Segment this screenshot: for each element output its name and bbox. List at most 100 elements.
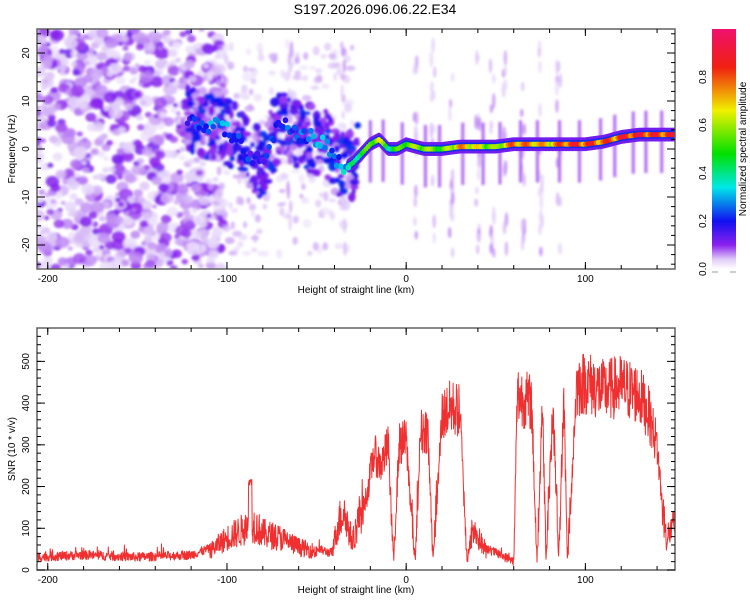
spectrogram-cell: [318, 192, 324, 198]
spectrogram-cell: [138, 82, 144, 87]
spectrogram-spike: [577, 120, 581, 183]
spectrogram-cell: [342, 59, 347, 73]
spectrogram-cell: [37, 34, 46, 44]
spectrogram-cell: [261, 182, 269, 192]
spectrogram-cell: [104, 241, 116, 250]
spectrogram-cell: [333, 61, 341, 69]
spectrogram-cell: [503, 64, 508, 76]
spectrogram-cell: [145, 259, 156, 269]
spectrogram-cell: [430, 81, 434, 95]
spectrogram-cell: [43, 215, 50, 221]
colorbar-label: Normalized spectral amplitude: [738, 81, 749, 216]
spectrogram-spike: [461, 122, 465, 185]
spectrogram-cell: [262, 203, 267, 210]
spectrogram-cell: [176, 169, 183, 175]
spectrogram-cell: [47, 114, 56, 121]
spectrogram-cell: [301, 74, 309, 82]
spectrogram-cell: [308, 168, 319, 175]
spectrogram-cell: [172, 102, 178, 108]
spectrogram-cell: [97, 150, 106, 158]
spectrogram-cell: [142, 41, 156, 53]
spectrogram-cell: [246, 182, 254, 189]
spectrogram-cell: [82, 167, 90, 174]
ridge-core: [322, 144, 328, 151]
snr-ticks: -200 -100 0 100 0 100 200 300 400 500: [21, 328, 675, 586]
spectrogram-cell: [42, 243, 48, 248]
spectrogram-cell: [60, 200, 66, 206]
y-tick-label: 10: [21, 95, 32, 107]
spectrogram-cell: [73, 146, 88, 159]
spectrogram-cell: [242, 221, 248, 229]
spectrogram-cell: [502, 221, 507, 235]
spectrogram-cell: [306, 156, 315, 166]
snr-line: [37, 353, 675, 566]
spectrogram-cell: [538, 102, 542, 118]
spectrogram-cell: [180, 102, 188, 109]
spectrogram-cell: [264, 121, 271, 129]
ridge-core: [245, 156, 251, 163]
spectrogram-cell: [332, 114, 337, 121]
spectrogram-cell: [288, 215, 292, 231]
y-tick-label: 0: [21, 567, 32, 573]
spectrogram-cell: [163, 149, 174, 159]
spectrogram-cell: [450, 247, 455, 258]
spectrogram-spike: [498, 122, 502, 185]
spectrogram-cell: [474, 114, 478, 130]
ridge-core: [305, 136, 312, 143]
spectrogram-spike: [660, 110, 664, 173]
spectrogram-cell: [555, 59, 559, 75]
y-tick-label: -10: [21, 189, 32, 204]
y-tick-label: 400: [21, 394, 32, 411]
spectrogram-cell: [121, 141, 136, 154]
spectrogram-cell: [91, 228, 100, 235]
spectrogram-cell: [221, 147, 226, 157]
spectrogram-cell: [347, 192, 356, 203]
spectrogram-cell: [67, 96, 82, 108]
spectrogram-cell: [242, 116, 250, 125]
spectrogram-cell: [205, 178, 213, 184]
spectrogram-spike: [558, 120, 562, 183]
spectrogram-cell: [321, 83, 330, 89]
spectrogram-cell: [79, 216, 93, 227]
colorbar-tick-label: 0.8: [698, 70, 709, 84]
spectrogram-cell: [521, 172, 526, 186]
ridge-core: [229, 137, 235, 144]
ridge-core: [324, 138, 331, 145]
spectrogram-cell: [315, 159, 325, 165]
spectrogram-cell: [538, 209, 543, 224]
ridge-core: [184, 120, 191, 127]
spectrogram-cell: [85, 249, 93, 256]
spectrogram-cell: [333, 72, 338, 82]
spectrogram-cell: [224, 237, 235, 245]
spectrogram-cell: [70, 85, 85, 98]
spectrogram-cell: [322, 242, 329, 251]
ridge-core: [317, 142, 324, 149]
spectrogram-cell: [204, 154, 210, 161]
spectrogram-cell: [477, 116, 482, 132]
spectrogram-cell: [179, 146, 186, 152]
spectrogram-cell: [68, 29, 80, 36]
spectrogram-cell: [104, 37, 119, 49]
spectrogram-cell: [94, 84, 108, 96]
spectrogram-cell: [280, 69, 285, 78]
spectrogram-cell: [84, 60, 90, 65]
spectrogram-cell: [193, 157, 201, 164]
spectrogram-cell: [213, 96, 223, 104]
spectrogram-cell: [159, 232, 172, 243]
spectrogram-spike: [644, 110, 648, 173]
spectrogram-cell: [152, 38, 158, 43]
spectrogram-cell: [97, 232, 111, 244]
spectrogram-cell: [292, 236, 298, 245]
spectrogram-cell: [414, 58, 419, 74]
spectrogram-cell: [159, 111, 167, 118]
ridge-core: [333, 162, 340, 169]
spectrogram-cell: [300, 197, 310, 204]
spectrogram-cell: [413, 216, 417, 227]
spectrogram-cell: [251, 247, 258, 253]
spectrogram-cell: [200, 236, 209, 244]
spectrogram-cell: [312, 241, 319, 251]
spectrogram-cell: [338, 143, 344, 149]
spectrogram-cell: [324, 174, 332, 181]
